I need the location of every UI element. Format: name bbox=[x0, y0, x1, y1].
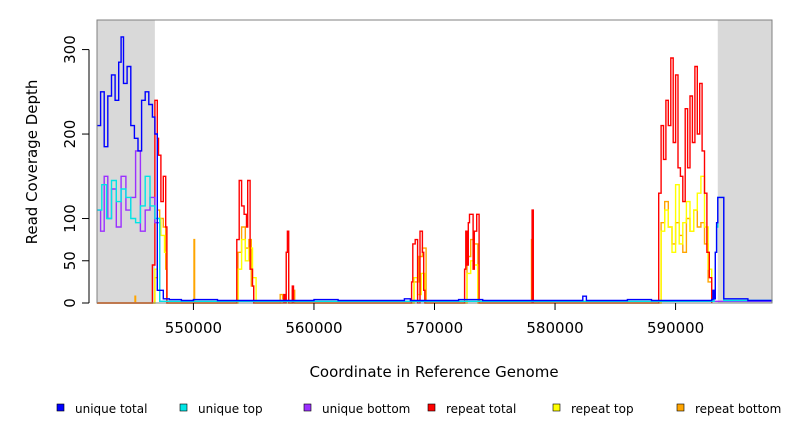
y-tick-label: 0 bbox=[61, 298, 79, 308]
legend-swatch bbox=[676, 403, 685, 412]
y-tick-label: 200 bbox=[61, 120, 79, 149]
x-tick-label: 590000 bbox=[647, 319, 704, 337]
legend-label: repeat bottom bbox=[695, 402, 781, 416]
y-axis-title: Read Coverage Depth bbox=[23, 80, 41, 245]
x-tick-label: 560000 bbox=[285, 319, 342, 337]
legend-label: unique total bbox=[75, 402, 147, 416]
legend-swatch bbox=[552, 403, 561, 412]
legend-label: unique top bbox=[198, 402, 263, 416]
legend-label: unique bottom bbox=[322, 402, 410, 416]
x-axis: 550000 560000 570000 580000 590000 bbox=[165, 303, 704, 337]
y-tick-label: 300 bbox=[61, 35, 79, 64]
shaded-region bbox=[717, 20, 772, 303]
y-tick-label: 100 bbox=[61, 204, 79, 233]
shaded-region bbox=[97, 20, 155, 303]
legend-swatch bbox=[56, 403, 65, 412]
plot-background bbox=[97, 20, 772, 303]
legend-label: repeat total bbox=[446, 402, 516, 416]
x-axis-title: Coordinate in Reference Genome bbox=[309, 363, 558, 381]
x-tick-label: 570000 bbox=[406, 319, 463, 337]
x-tick-label: 550000 bbox=[165, 319, 222, 337]
legend: unique total unique top unique bottom repea… bbox=[56, 402, 781, 416]
legend-label: repeat top bbox=[571, 402, 634, 416]
legend-swatch bbox=[179, 403, 188, 412]
x-tick-label: 580000 bbox=[526, 319, 583, 337]
y-tick-label: 50 bbox=[61, 251, 79, 270]
y-axis: 0 50 100 200 300 bbox=[61, 35, 90, 308]
legend-swatch bbox=[427, 403, 436, 412]
series-line-unique-bottom bbox=[97, 150, 772, 302]
series-line-unique-total bbox=[97, 36, 772, 302]
shaded-regions bbox=[97, 20, 772, 303]
legend-swatch bbox=[303, 403, 312, 412]
